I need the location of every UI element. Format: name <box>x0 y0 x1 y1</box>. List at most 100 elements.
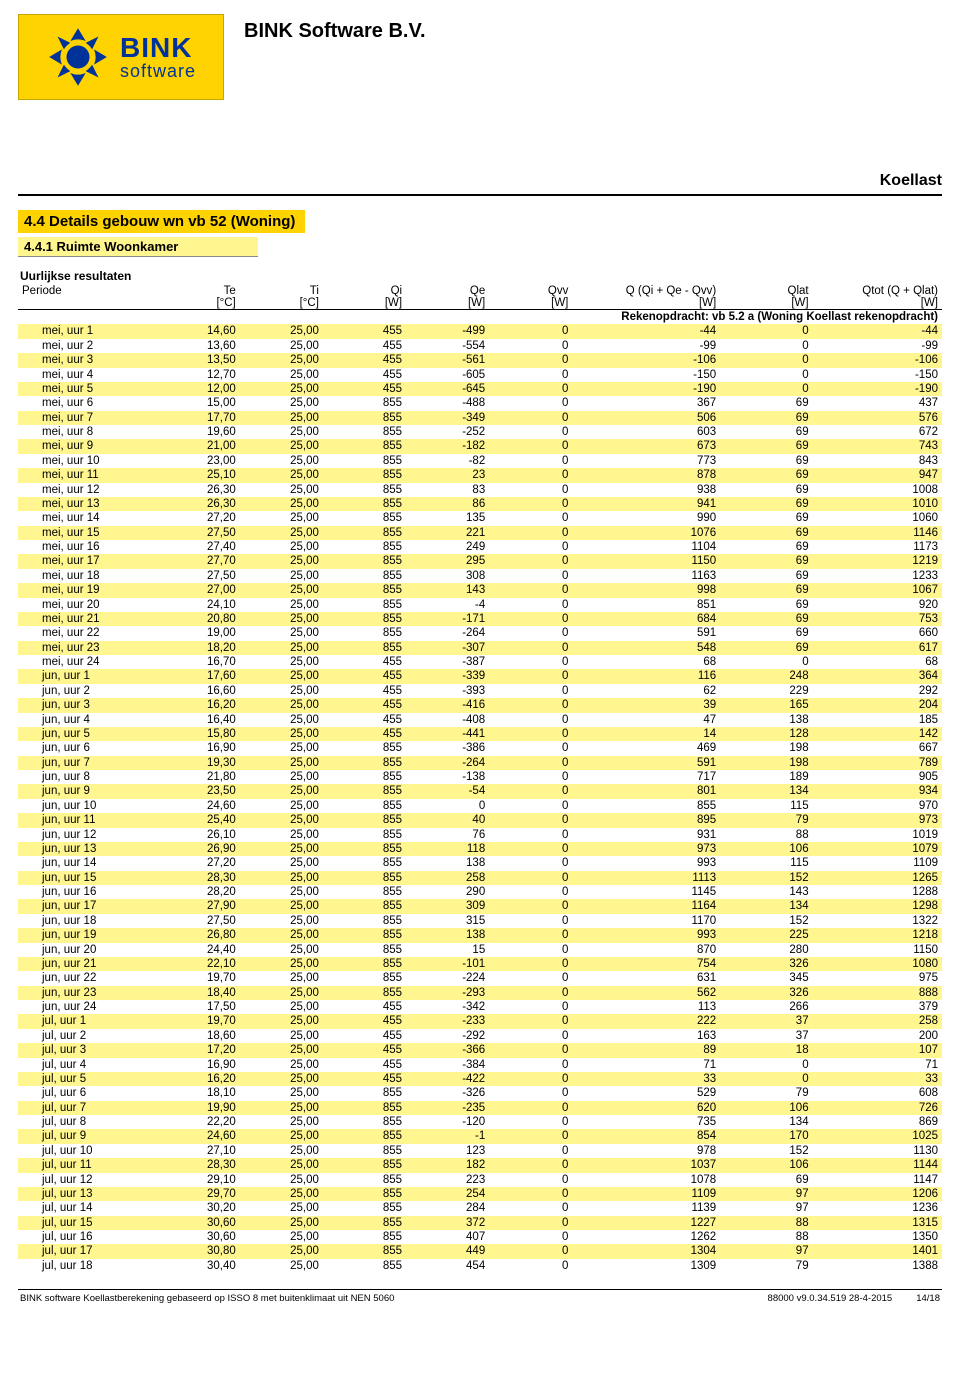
table-cell: 855 <box>323 425 406 439</box>
table-cell: 1109 <box>813 856 942 870</box>
table-cell: 1150 <box>813 943 942 957</box>
table-cell: 855 <box>323 1244 406 1258</box>
table-cell: 115 <box>720 856 812 870</box>
table-cell: 0 <box>489 382 572 396</box>
table-row: mei, uur 921,0025,00855-182067369743 <box>18 439 942 453</box>
table-cell: 855 <box>323 454 406 468</box>
table-cell: 1288 <box>813 885 942 899</box>
table-cell: -44 <box>572 324 720 338</box>
table-cell: 0 <box>489 1201 572 1215</box>
table-cell: 25,00 <box>240 368 323 382</box>
table-cell: 1350 <box>813 1230 942 1244</box>
table-cell: 0 <box>489 353 572 367</box>
table-row: jun, uur 2024,4025,008551508702801150 <box>18 943 942 957</box>
table-cell: 25,00 <box>240 382 323 396</box>
table-cell: mei, uur 12 <box>18 483 157 497</box>
table-cell: 603 <box>572 425 720 439</box>
table-cell: jul, uur 1 <box>18 1014 157 1028</box>
table-cell: -4 <box>406 598 489 612</box>
footer-version: 88000 v9.0.34.519 28-4-2015 <box>768 1293 893 1304</box>
table-cell: 223 <box>406 1173 489 1187</box>
table-row: jul, uur 924,6025,00855-108541701025 <box>18 1129 942 1143</box>
column-units: [W] <box>572 297 720 310</box>
table-cell: 16,40 <box>157 713 240 727</box>
table-cell: 455 <box>323 1058 406 1072</box>
column-header: Te <box>157 285 240 297</box>
table-cell: 855 <box>323 1144 406 1158</box>
table-row: jul, uur 416,9025,00455-384071071 <box>18 1058 942 1072</box>
table-cell: 25,10 <box>157 468 240 482</box>
table-cell: 69 <box>720 598 812 612</box>
table-cell: 0 <box>489 756 572 770</box>
table-cell: 0 <box>489 1158 572 1172</box>
table-cell: 529 <box>572 1086 720 1100</box>
table-cell: 941 <box>572 497 720 511</box>
table-cell: 25,00 <box>240 784 323 798</box>
table-cell: 106 <box>720 1101 812 1115</box>
table-cell: 69 <box>720 526 812 540</box>
table-cell: 25,00 <box>240 1259 323 1273</box>
table-cell: 25,00 <box>240 1072 323 1086</box>
table-cell: 30,60 <box>157 1216 240 1230</box>
table-cell: 25,00 <box>240 698 323 712</box>
table-cell: 200 <box>813 1029 942 1043</box>
table-cell: 0 <box>489 483 572 497</box>
table-cell: 947 <box>813 468 942 482</box>
table-cell: jul, uur 10 <box>18 1144 157 1158</box>
table-row: mei, uur 717,7025,00855-349050669576 <box>18 411 942 425</box>
table-cell: 83 <box>406 483 489 497</box>
footer: BINK software Koellastberekening gebasee… <box>18 1289 942 1314</box>
table-cell: 152 <box>720 1144 812 1158</box>
table-cell: 455 <box>323 368 406 382</box>
table-cell: 855 <box>323 396 406 410</box>
table-cell: -190 <box>572 382 720 396</box>
table-cell: 326 <box>720 957 812 971</box>
table-cell: 576 <box>813 411 942 425</box>
table-cell: 25,00 <box>240 1043 323 1057</box>
table-cell: 25,00 <box>240 554 323 568</box>
section-title: 4.4 Details gebouw wn vb 52 (Woning) <box>18 210 305 233</box>
table-row: jun, uur 1024,6025,0085500855115970 <box>18 799 942 813</box>
table-cell: 869 <box>813 1115 942 1129</box>
table-cell: 76 <box>406 828 489 842</box>
table-cell: 21,80 <box>157 770 240 784</box>
table-cell: 455 <box>323 382 406 396</box>
footer-left: BINK software Koellastberekening gebasee… <box>20 1293 394 1304</box>
table-cell: 18 <box>720 1043 812 1057</box>
table-cell: 855 <box>323 612 406 626</box>
table-cell: 79 <box>720 813 812 827</box>
table-row: mei, uur 1527,5025,0085522101076691146 <box>18 526 942 540</box>
table-cell: 79 <box>720 1086 812 1100</box>
table-cell: 229 <box>720 684 812 698</box>
table-cell: 128 <box>720 727 812 741</box>
table-cell: 0 <box>489 885 572 899</box>
table-cell: mei, uur 9 <box>18 439 157 453</box>
table-cell: mei, uur 22 <box>18 626 157 640</box>
table-cell: 855 <box>323 957 406 971</box>
table-cell: -44 <box>813 324 942 338</box>
table-cell: -182 <box>406 439 489 453</box>
column-units: [°C] <box>157 297 240 310</box>
table-cell: 25,00 <box>240 741 323 755</box>
table-cell: 25,00 <box>240 1173 323 1187</box>
table-cell: 69 <box>720 511 812 525</box>
table-cell: -387 <box>406 655 489 669</box>
table-cell: 25,00 <box>240 511 323 525</box>
table-cell: -264 <box>406 756 489 770</box>
table-cell: 69 <box>720 483 812 497</box>
doc-label: Koellast <box>18 172 942 190</box>
table-cell: 25,00 <box>240 598 323 612</box>
table-cell: 25,00 <box>240 684 323 698</box>
table-cell: 978 <box>572 1144 720 1158</box>
table-row: jul, uur 1027,1025,0085512309781521130 <box>18 1144 942 1158</box>
table-row: jun, uur 616,9025,00855-3860469198667 <box>18 741 942 755</box>
table-cell: 855 <box>323 1086 406 1100</box>
table-cell: -264 <box>406 626 489 640</box>
table-cell: 0 <box>489 856 572 870</box>
table-cell: 1019 <box>813 828 942 842</box>
table-cell: 895 <box>572 813 720 827</box>
table-cell: 905 <box>813 770 942 784</box>
column-header: Periode <box>18 285 157 297</box>
table-cell: 1146 <box>813 526 942 540</box>
table-cell: -408 <box>406 713 489 727</box>
